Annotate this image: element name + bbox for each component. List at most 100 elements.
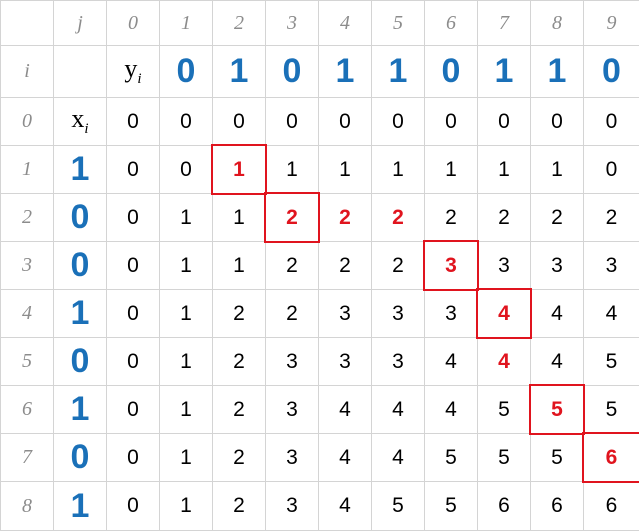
lcs-value: 1 xyxy=(160,290,213,338)
row-index: 8 xyxy=(1,482,54,531)
empty-cell xyxy=(1,1,54,46)
lcs-value: 5 xyxy=(425,482,478,531)
lcs-value: 0 xyxy=(107,338,160,386)
column-index: 8 xyxy=(531,1,584,46)
lcs-value: 4 xyxy=(372,386,425,434)
lcs-value: 5 xyxy=(531,386,584,434)
lcs-value: 6 xyxy=(584,434,639,482)
lcs-value: 4 xyxy=(319,434,372,482)
lcs-value: 4 xyxy=(478,338,531,386)
lcs-value: 1 xyxy=(425,146,478,194)
lcs-value: 5 xyxy=(584,386,639,434)
x-bit: 1 xyxy=(54,386,107,434)
y-bit: 1 xyxy=(213,46,266,98)
column-index: 3 xyxy=(266,1,319,46)
x-bit: 1 xyxy=(54,290,107,338)
row-index: 2 xyxy=(1,194,54,242)
lcs-value: 4 xyxy=(319,482,372,531)
lcs-value: 2 xyxy=(213,290,266,338)
row-index: 6 xyxy=(1,386,54,434)
lcs-value: 0 xyxy=(213,98,266,146)
lcs-value: 4 xyxy=(372,434,425,482)
lcs-value: 0 xyxy=(266,98,319,146)
lcs-value: 5 xyxy=(531,434,584,482)
lcs-value: 1 xyxy=(266,146,319,194)
lcs-value: 4 xyxy=(425,338,478,386)
lcs-value: 3 xyxy=(425,242,478,290)
lcs-value: 5 xyxy=(478,386,531,434)
lcs-value: 2 xyxy=(531,194,584,242)
lcs-value: 0 xyxy=(160,98,213,146)
lcs-value: 2 xyxy=(213,482,266,531)
lcs-value: 1 xyxy=(531,146,584,194)
column-index: 7 xyxy=(478,1,531,46)
lcs-value: 5 xyxy=(425,434,478,482)
lcs-value: 2 xyxy=(266,242,319,290)
x-bit: 0 xyxy=(54,242,107,290)
lcs-value: 4 xyxy=(478,290,531,338)
lcs-value: 1 xyxy=(160,242,213,290)
lcs-value: 2 xyxy=(319,194,372,242)
subscript: i xyxy=(137,72,141,88)
column-index: 0 xyxy=(107,1,160,46)
lcs-value: 0 xyxy=(107,98,160,146)
column-index: 4 xyxy=(319,1,372,46)
lcs-value: 4 xyxy=(531,338,584,386)
lcs-value: 0 xyxy=(160,146,213,194)
row-index: 4 xyxy=(1,290,54,338)
lcs-value: 1 xyxy=(160,338,213,386)
y-bit: 0 xyxy=(160,46,213,98)
lcs-value: 1 xyxy=(319,146,372,194)
row-index: 0 xyxy=(1,98,54,146)
x-bit: 1 xyxy=(54,482,107,531)
row-index: 1 xyxy=(1,146,54,194)
y-bit: 1 xyxy=(372,46,425,98)
lcs-value: 3 xyxy=(584,242,639,290)
column-index: 1 xyxy=(160,1,213,46)
column-index: 9 xyxy=(584,1,639,46)
lcs-value: 3 xyxy=(319,290,372,338)
lcs-value: 5 xyxy=(584,338,639,386)
symbol-cell: xi xyxy=(54,98,107,146)
lcs-value: 2 xyxy=(478,194,531,242)
y-bit: 0 xyxy=(266,46,319,98)
lcs-value: 0 xyxy=(319,98,372,146)
lcs-value: 1 xyxy=(160,386,213,434)
lcs-value: 0 xyxy=(107,482,160,531)
lcs-value: 1 xyxy=(372,146,425,194)
column-index: 6 xyxy=(425,1,478,46)
x-bit: 0 xyxy=(54,338,107,386)
symbol-cell: yi xyxy=(107,46,160,98)
lcs-value: 1 xyxy=(213,242,266,290)
lcs-value: 0 xyxy=(372,98,425,146)
y-bit: 1 xyxy=(319,46,372,98)
symbol: x xyxy=(71,104,84,133)
corner-label: j xyxy=(54,1,107,46)
lcs-value: 2 xyxy=(372,194,425,242)
lcs-value: 6 xyxy=(531,482,584,531)
y-bit: 0 xyxy=(584,46,639,98)
x-bit: 0 xyxy=(54,194,107,242)
row-index: 5 xyxy=(1,338,54,386)
lcs-value: 3 xyxy=(266,338,319,386)
column-index: 5 xyxy=(372,1,425,46)
lcs-value: 2 xyxy=(266,194,319,242)
x-bit: 1 xyxy=(54,146,107,194)
symbol: y xyxy=(124,54,137,83)
lcs-value: 0 xyxy=(107,290,160,338)
lcs-value: 0 xyxy=(425,98,478,146)
lcs-value: 0 xyxy=(531,98,584,146)
lcs-value: 4 xyxy=(531,290,584,338)
lcs-value: 1 xyxy=(160,194,213,242)
lcs-value: 2 xyxy=(425,194,478,242)
lcs-value: 3 xyxy=(266,386,319,434)
lcs-value: 0 xyxy=(478,98,531,146)
x-bit: 0 xyxy=(54,434,107,482)
